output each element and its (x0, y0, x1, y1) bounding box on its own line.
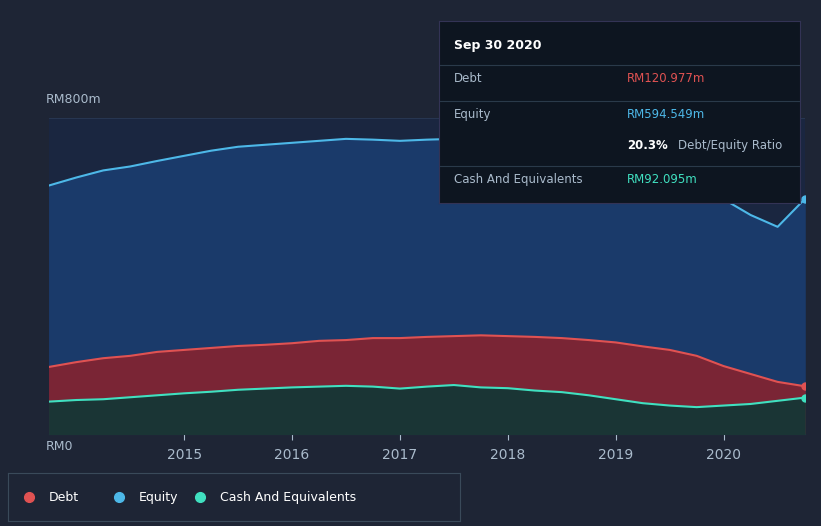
Text: Debt: Debt (49, 491, 79, 503)
Text: Debt/Equity Ratio: Debt/Equity Ratio (677, 139, 782, 152)
Text: Cash And Equivalents: Cash And Equivalents (221, 491, 356, 503)
Text: RM0: RM0 (45, 440, 73, 453)
Text: Equity: Equity (140, 491, 179, 503)
Text: Cash And Equivalents: Cash And Equivalents (454, 174, 582, 187)
Text: RM594.549m: RM594.549m (627, 108, 705, 121)
Text: RM92.095m: RM92.095m (627, 174, 698, 187)
Text: RM120.977m: RM120.977m (627, 72, 705, 85)
Text: Debt: Debt (454, 72, 482, 85)
Text: Sep 30 2020: Sep 30 2020 (454, 39, 541, 52)
Text: 20.3%: 20.3% (627, 139, 667, 152)
Text: RM800m: RM800m (45, 93, 101, 106)
Text: Equity: Equity (454, 108, 491, 121)
